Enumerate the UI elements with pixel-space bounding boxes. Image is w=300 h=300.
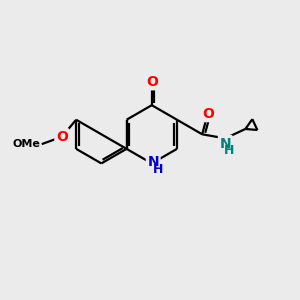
Text: N: N (147, 155, 159, 169)
Text: O: O (146, 75, 158, 89)
Text: H: H (153, 163, 163, 176)
Text: O: O (202, 106, 214, 121)
Text: H: H (224, 144, 234, 157)
Text: O: O (56, 130, 68, 144)
Text: OMe: OMe (12, 139, 40, 149)
Text: N: N (219, 136, 231, 151)
